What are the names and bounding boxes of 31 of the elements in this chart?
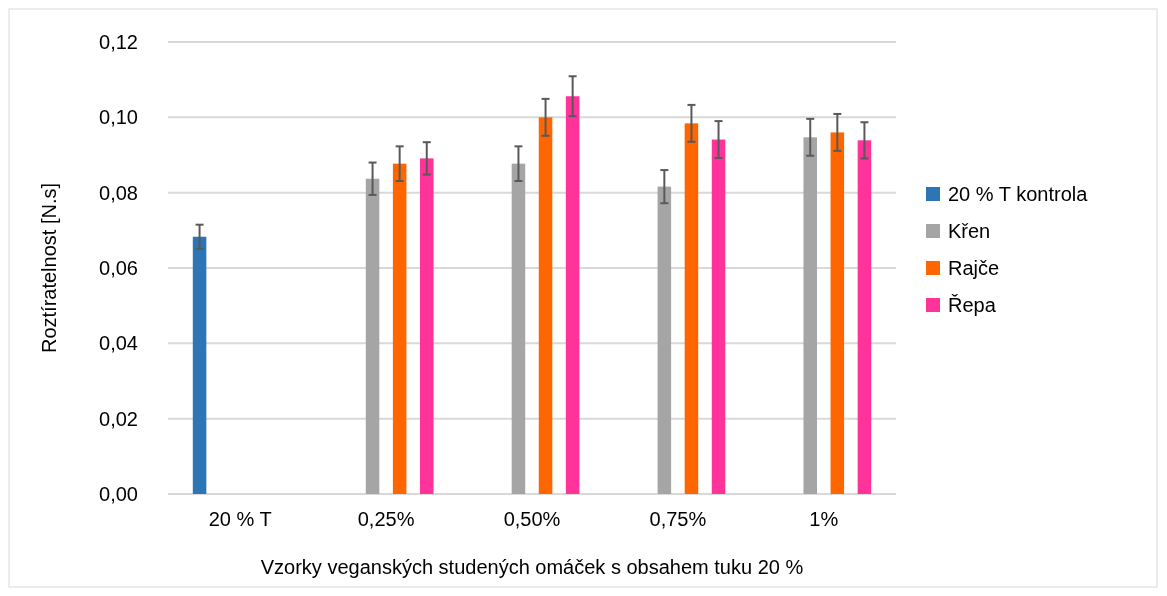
y-tick-label: 0,08: [99, 181, 138, 204]
y-tick-label: 0,00: [99, 483, 138, 505]
legend-label: Rajče: [948, 257, 1000, 279]
y-tick-label: 0,04: [99, 332, 138, 355]
bar: [365, 178, 380, 494]
x-tick-label: 20 % T: [208, 508, 272, 530]
y-tick-label: 0,10: [99, 106, 138, 129]
x-tick-label: 1%: [809, 508, 839, 530]
legend-label: 20 % T kontrola: [948, 183, 1089, 205]
y-tick-label: 0,12: [99, 31, 138, 53]
bar: [192, 236, 207, 494]
legend-label: Řepa: [948, 294, 997, 316]
x-axis-title: Vzorky veganských studených omáček s obsahem tuku 20 %: [260, 556, 804, 578]
x-tick-label: 0,75%: [649, 508, 707, 530]
y-tick-label: 0,06: [99, 257, 138, 279]
x-tick-label: 0,50%: [503, 508, 561, 530]
bar: [657, 186, 672, 494]
bar: [803, 137, 818, 494]
bar: [538, 117, 553, 494]
x-tick-label: 0,25%: [357, 508, 415, 530]
y-axis-title: Roztíratelnost [N.s]: [38, 182, 60, 354]
bar: [830, 132, 845, 494]
bar: [857, 140, 872, 494]
bar: [419, 158, 434, 494]
bar: [565, 96, 580, 494]
legend-label: Křen: [948, 220, 991, 242]
y-tick-label: 0,02: [99, 407, 138, 430]
bar: [684, 123, 699, 494]
bar: [511, 163, 526, 494]
bar: [711, 139, 726, 494]
bar: [392, 163, 407, 494]
